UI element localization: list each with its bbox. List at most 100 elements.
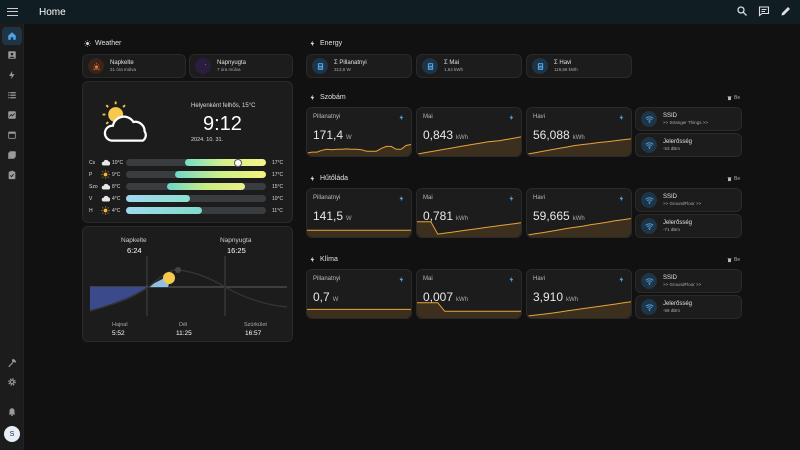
- sidebar-item-notifications[interactable]: [2, 403, 22, 421]
- sensor-trend-chart: [417, 136, 521, 156]
- wifi-signal-tile[interactable]: Jelerősség -59 dBm: [635, 295, 742, 319]
- sunset-tile[interactable]: Napnyugta 7 óra múlva: [189, 54, 293, 78]
- trash-icon: [727, 258, 732, 263]
- wifi-ssid-tile[interactable]: SSID >> Stranger Things >>: [635, 107, 742, 131]
- wifi-signal-value: -71 dBm: [663, 227, 681, 232]
- avatar[interactable]: S: [4, 426, 20, 442]
- forecast-high: 11°C: [272, 207, 283, 214]
- energy-total-tile[interactable]: Σ Mai 1,63 kWh: [416, 54, 522, 78]
- clock-weather-card[interactable]: Helyenként felhős, 15°C 9:12 2024. 10. 3…: [82, 81, 293, 223]
- sidebar-item-list[interactable]: [2, 86, 22, 104]
- sensor-card-instant[interactable]: Pillanatnyi 141,5 W: [306, 188, 412, 238]
- sensor-trend-area: [527, 218, 631, 237]
- room-delete-label: Be: [734, 257, 741, 263]
- person-card-icon: [8, 51, 16, 59]
- sensor-value-wrap: 171,4 W: [313, 128, 352, 142]
- sensor-value: 171,4: [313, 128, 344, 142]
- room-section-header: Szobám: [309, 94, 346, 101]
- sensor-trend-area: [527, 138, 631, 156]
- sensor-trend-area: [307, 309, 411, 318]
- sunrise-tile[interactable]: Napkelte 21 óra múlva: [82, 54, 186, 78]
- room-delete-link[interactable]: Be: [727, 95, 740, 101]
- sidebar-item-energy[interactable]: [2, 66, 22, 84]
- chart-box-icon: [8, 111, 16, 119]
- menu-button[interactable]: [0, 0, 24, 24]
- bell-icon: [8, 408, 16, 417]
- wifi-ssid-tile[interactable]: SSID >> GroundFloor >>: [635, 269, 742, 293]
- forecast-high: 15°C: [272, 183, 284, 190]
- current-temp-marker: [234, 158, 242, 167]
- bolt-icon: [310, 40, 315, 47]
- sensor-value-wrap: 56,088 kWh: [533, 128, 585, 142]
- assist-icon[interactable]: [758, 5, 770, 17]
- sidebar-item-media[interactable]: [2, 126, 22, 144]
- forecast-temp-bar: [126, 195, 191, 202]
- bolt-icon: [619, 276, 624, 283]
- sensor-value: 3,910: [533, 290, 564, 304]
- wifi-ssid-tile[interactable]: SSID >> GroundFloor >>: [635, 188, 742, 212]
- sidebar-item-home[interactable]: [2, 27, 22, 45]
- energy-total-tile[interactable]: Σ Pillanatnyi 313,6 W: [306, 54, 412, 78]
- calendar-icon: [8, 131, 16, 139]
- sidebar-item-developer-tools[interactable]: [2, 354, 22, 372]
- sensor-trend-chart: [307, 229, 411, 237]
- sensor-value: 56,088: [533, 128, 570, 142]
- sensor-trend-chart: [307, 308, 411, 318]
- sensor-card-daily[interactable]: Mai 0,007 kWh: [416, 269, 522, 319]
- sensor-card-monthly[interactable]: Havi 59,665 kWh: [526, 188, 632, 238]
- energy-total-value: 313,6 W: [334, 67, 351, 72]
- home-icon: [8, 32, 16, 40]
- sidebar-item-history[interactable]: [2, 106, 22, 124]
- room-title: Hűtőláda: [320, 175, 349, 182]
- forecast-row: Cs 10°C: [89, 158, 126, 167]
- edit-icon[interactable]: [780, 5, 792, 17]
- meter-icon: [537, 62, 543, 70]
- sensor-unit: W: [332, 297, 339, 303]
- search-icon[interactable]: [736, 5, 748, 17]
- sensor-trend-line: [417, 136, 521, 155]
- sensor-value-wrap: 0,843 kWh: [423, 128, 468, 142]
- room-delete-link[interactable]: Be: [727, 176, 740, 182]
- sensor-card-daily[interactable]: Mai 0,843 kWh: [416, 107, 522, 157]
- sensor-card-instant[interactable]: Pillanatnyi 0,7 W: [306, 269, 412, 319]
- forecast-temp-track: [126, 183, 266, 190]
- sensor-trend-area: [417, 221, 521, 237]
- partly-cloudy-icon: [102, 101, 147, 142]
- wifi-signal-label: Jelerősség: [663, 139, 693, 145]
- forecast-day: Cs: [89, 159, 96, 166]
- sensor-trend-area: [307, 230, 411, 237]
- bolt-icon: [619, 114, 624, 121]
- sensor-trend-line: [417, 302, 521, 312]
- energy-total-value: 1,63 kWh: [444, 67, 464, 72]
- bolt-icon: [399, 276, 404, 283]
- forecast-row: P 9°C: [89, 170, 126, 179]
- sun-position-card[interactable]: Napkelte 6:24 Napnyugta 16:25 Hajnal 5:5…: [82, 226, 293, 342]
- sunset-eta: 7 óra múlva: [217, 67, 241, 72]
- forecast-low: 9°C: [112, 171, 121, 178]
- bolt-icon: [509, 114, 514, 121]
- wifi-signal-tile[interactable]: Jelerősség -53 dBm: [635, 133, 742, 157]
- sensor-card-monthly[interactable]: Havi 56,088 kWh: [526, 107, 632, 157]
- sensor-card-monthly[interactable]: Havi 3,910 kWh: [526, 269, 632, 319]
- sun-card-sunset-label: Napnyugta: [220, 237, 252, 244]
- sensor-label: Pillanatnyi: [313, 114, 341, 120]
- sidebar-item-person[interactable]: [2, 46, 22, 64]
- energy-total-tile[interactable]: Σ Havi 119,66 kWh: [526, 54, 632, 78]
- energy-section-header: Energy: [309, 40, 342, 47]
- sensor-card-daily[interactable]: Mai 0,781 kWh: [416, 188, 522, 238]
- weather-condition: Helyenként felhős, 15°C: [191, 103, 256, 109]
- bolt-icon: [399, 195, 404, 202]
- dusk-label: Szürkület: [244, 322, 267, 328]
- wifi-icon: [644, 222, 654, 230]
- wifi-icon: [644, 141, 654, 149]
- sensor-card-instant[interactable]: Pillanatnyi 171,4 W: [306, 107, 412, 157]
- room-delete-link[interactable]: Be: [727, 257, 740, 263]
- sidebar-item-todo[interactable]: [2, 166, 22, 184]
- forecast-temp-track: [126, 207, 266, 214]
- wifi-signal-tile[interactable]: Jelerősség -71 dBm: [635, 214, 742, 238]
- sidebar-item-logbook[interactable]: [2, 146, 22, 164]
- trash-icon: [727, 177, 732, 182]
- sidebar-item-settings[interactable]: [2, 373, 22, 391]
- wifi-signal-label: Jelerősség: [663, 301, 693, 307]
- forecast-low: 8°C: [112, 183, 121, 190]
